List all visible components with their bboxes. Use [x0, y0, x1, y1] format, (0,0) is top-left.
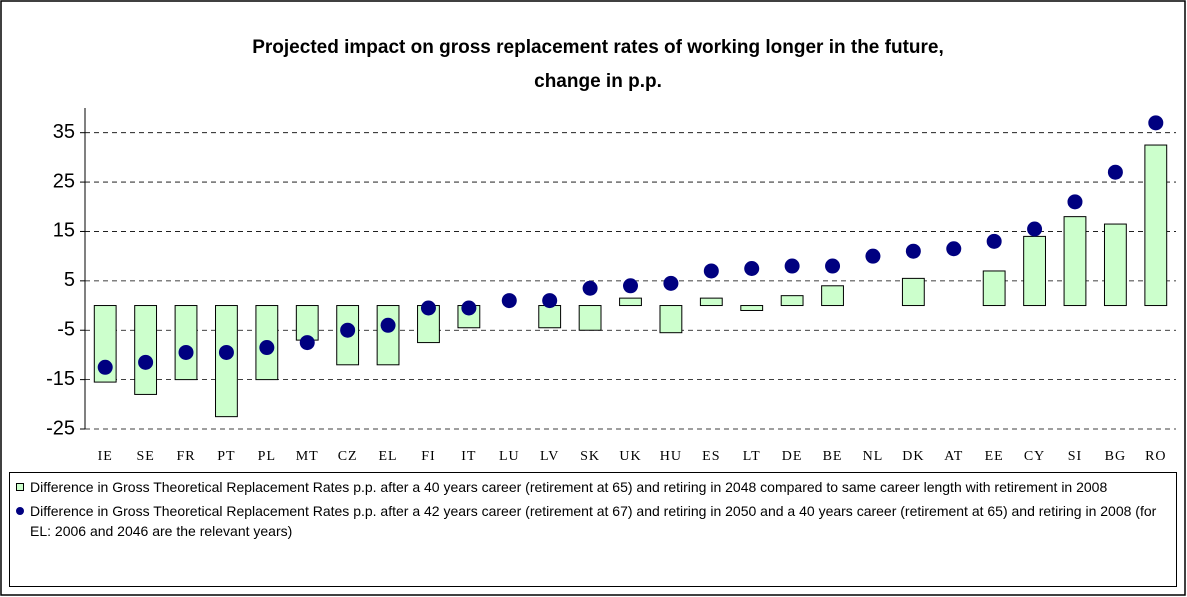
bar	[982, 270, 1006, 307]
legend-item: Difference in Gross Theoretical Replacem…	[16, 501, 1170, 541]
x-tick-label: AT	[944, 449, 963, 464]
x-tick-label: FR	[176, 449, 195, 464]
dot	[461, 300, 477, 316]
bar	[901, 277, 925, 307]
x-tick-label: ES	[702, 449, 720, 464]
dot	[825, 258, 841, 274]
y-tick-label: -5	[57, 319, 75, 341]
chart-subtitle: change in p.p.	[534, 71, 662, 92]
x-tick-label: IT	[461, 449, 476, 464]
legend-label: Difference in Gross Theoretical Replacem…	[30, 479, 1108, 495]
x-tick-label: LU	[499, 449, 520, 464]
x-tick-label: PL	[258, 449, 276, 464]
legend-marker	[16, 483, 24, 491]
dot	[986, 233, 1002, 249]
dot	[340, 322, 356, 338]
dot	[299, 335, 315, 351]
x-tick-label: EL	[379, 449, 398, 464]
bar	[538, 305, 562, 329]
x-tick-label: BG	[1105, 449, 1126, 464]
bar	[134, 305, 158, 395]
y-tick-label: -15	[46, 368, 75, 390]
dot	[865, 248, 881, 264]
dot	[218, 344, 234, 360]
y-tick-label: 5	[64, 269, 75, 291]
dot	[623, 278, 638, 294]
dot	[1148, 115, 1164, 131]
bar	[619, 297, 642, 307]
dot	[97, 359, 113, 375]
dot	[946, 241, 962, 257]
x-tick-label: NL	[863, 449, 884, 464]
x-tick-label: PT	[217, 449, 235, 464]
x-tick-label: LV	[540, 449, 559, 464]
y-tick-label: -25	[46, 417, 75, 439]
bar	[1144, 144, 1168, 307]
y-tick-label: 35	[53, 121, 75, 143]
x-tick-label: LT	[743, 449, 761, 464]
x-tick-label: SI	[1068, 449, 1082, 464]
bar	[659, 305, 683, 334]
bar	[215, 305, 238, 418]
dot	[744, 261, 760, 276]
x-tick-label: SK	[580, 449, 600, 464]
legend: Difference in Gross Theoretical Replacem…	[9, 472, 1177, 587]
dot	[1027, 221, 1043, 237]
x-tick-label: DE	[782, 449, 803, 464]
x-tick-label: CY	[1024, 449, 1045, 464]
dot	[178, 344, 194, 360]
bar	[295, 305, 319, 341]
legend-label: Difference in Gross Theoretical Replacem…	[30, 503, 1157, 539]
bar	[174, 305, 198, 381]
x-tick-label: BE	[823, 449, 843, 464]
dot	[380, 317, 396, 333]
dot	[420, 300, 436, 316]
bar	[1103, 223, 1127, 307]
dot	[259, 340, 275, 356]
dot	[1107, 164, 1123, 180]
x-tick-label: UK	[619, 449, 641, 464]
x-tick-label: IE	[98, 449, 113, 464]
bar	[699, 297, 723, 307]
bar	[1023, 235, 1046, 307]
x-tick-label: DK	[902, 449, 924, 464]
bar	[740, 305, 764, 311]
bar	[578, 305, 602, 331]
dot	[784, 258, 800, 274]
dot	[501, 293, 517, 309]
dot	[582, 280, 598, 296]
dot	[138, 354, 154, 370]
dot	[542, 293, 558, 309]
bar	[1063, 216, 1087, 307]
x-tick-label: FI	[421, 449, 435, 464]
legend-item: Difference in Gross Theoretical Replacem…	[16, 477, 1170, 497]
dot	[905, 243, 921, 259]
x-tick-label: SE	[136, 449, 154, 464]
x-tick-label: CZ	[338, 449, 358, 464]
x-tick-label: HU	[660, 449, 682, 464]
x-tick-label: MT	[296, 449, 319, 464]
bar	[780, 295, 804, 307]
chart-title: Projected impact on gross replacement ra…	[252, 37, 944, 58]
bar	[821, 285, 844, 307]
legend-marker	[16, 507, 24, 515]
dot	[663, 275, 679, 291]
bar	[376, 305, 400, 366]
y-tick-label: 15	[53, 220, 75, 242]
x-tick-label: RO	[1145, 449, 1166, 464]
y-tick-label: 25	[53, 170, 75, 192]
dot	[1067, 194, 1083, 210]
x-tick-label: EE	[985, 449, 1004, 464]
dot	[703, 263, 719, 279]
